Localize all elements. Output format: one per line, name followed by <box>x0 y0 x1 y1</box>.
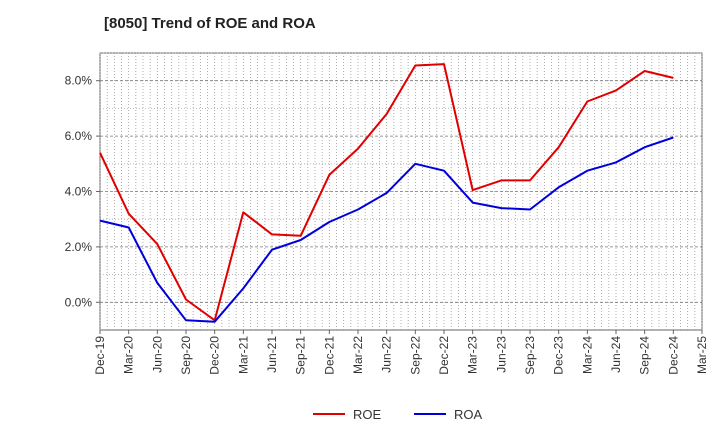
x-tick-label: Dec-20 <box>208 336 222 375</box>
x-tick-label: Sep-23 <box>523 336 537 375</box>
x-tick-label: Jun-20 <box>150 336 164 373</box>
series-line-roe <box>99 63 674 322</box>
x-tick-label: Sep-22 <box>408 336 422 375</box>
x-tick-label: Jun-24 <box>609 336 623 373</box>
x-tick-label: Mar-25 <box>695 336 709 374</box>
x-tick-label: Mar-24 <box>580 336 594 374</box>
x-tick-label: Mar-21 <box>236 336 250 374</box>
legend-label-roa: ROA <box>454 407 483 422</box>
y-tick-label: 8.0% <box>65 74 93 88</box>
chart-title: [8050] Trend of ROE and ROA <box>104 15 316 32</box>
x-tick-label: Sep-21 <box>294 336 308 375</box>
series-lines <box>99 63 674 323</box>
y-tick-label: 2.0% <box>65 240 93 254</box>
grid-lines <box>99 52 703 330</box>
x-tick-label: Sep-20 <box>179 336 193 375</box>
x-tick-label: Dec-21 <box>322 336 336 375</box>
x-tick-label: Dec-24 <box>666 336 680 375</box>
y-tick-label: 6.0% <box>65 129 93 143</box>
x-tick-label: Jun-22 <box>380 336 394 373</box>
series-line-roa <box>99 136 674 323</box>
x-tick-label: Dec-19 <box>93 336 107 375</box>
y-axis: 0.0% 2.0% 4.0% 6.0% 8.0% <box>65 74 100 309</box>
y-tick-label: 4.0% <box>65 185 93 199</box>
x-axis: Dec-19 Mar-20 Jun-20 Sep-20 Dec-20 Mar-21 Jun-… <box>93 330 709 375</box>
x-tick-label: Mar-23 <box>466 336 480 374</box>
y-tick-label: 0.0% <box>65 295 93 309</box>
x-tick-label: Sep-24 <box>638 336 652 375</box>
x-tick-label: Dec-23 <box>552 336 566 375</box>
x-tick-label: Mar-20 <box>122 336 136 374</box>
x-tick-label: Jun-23 <box>494 336 508 373</box>
legend: ROE ROA <box>313 407 483 422</box>
legend-label-roe: ROE <box>353 407 382 422</box>
x-tick-label: Dec-22 <box>437 336 451 375</box>
x-tick-label: Mar-22 <box>351 336 365 374</box>
x-tick-label: Jun-21 <box>265 336 279 373</box>
